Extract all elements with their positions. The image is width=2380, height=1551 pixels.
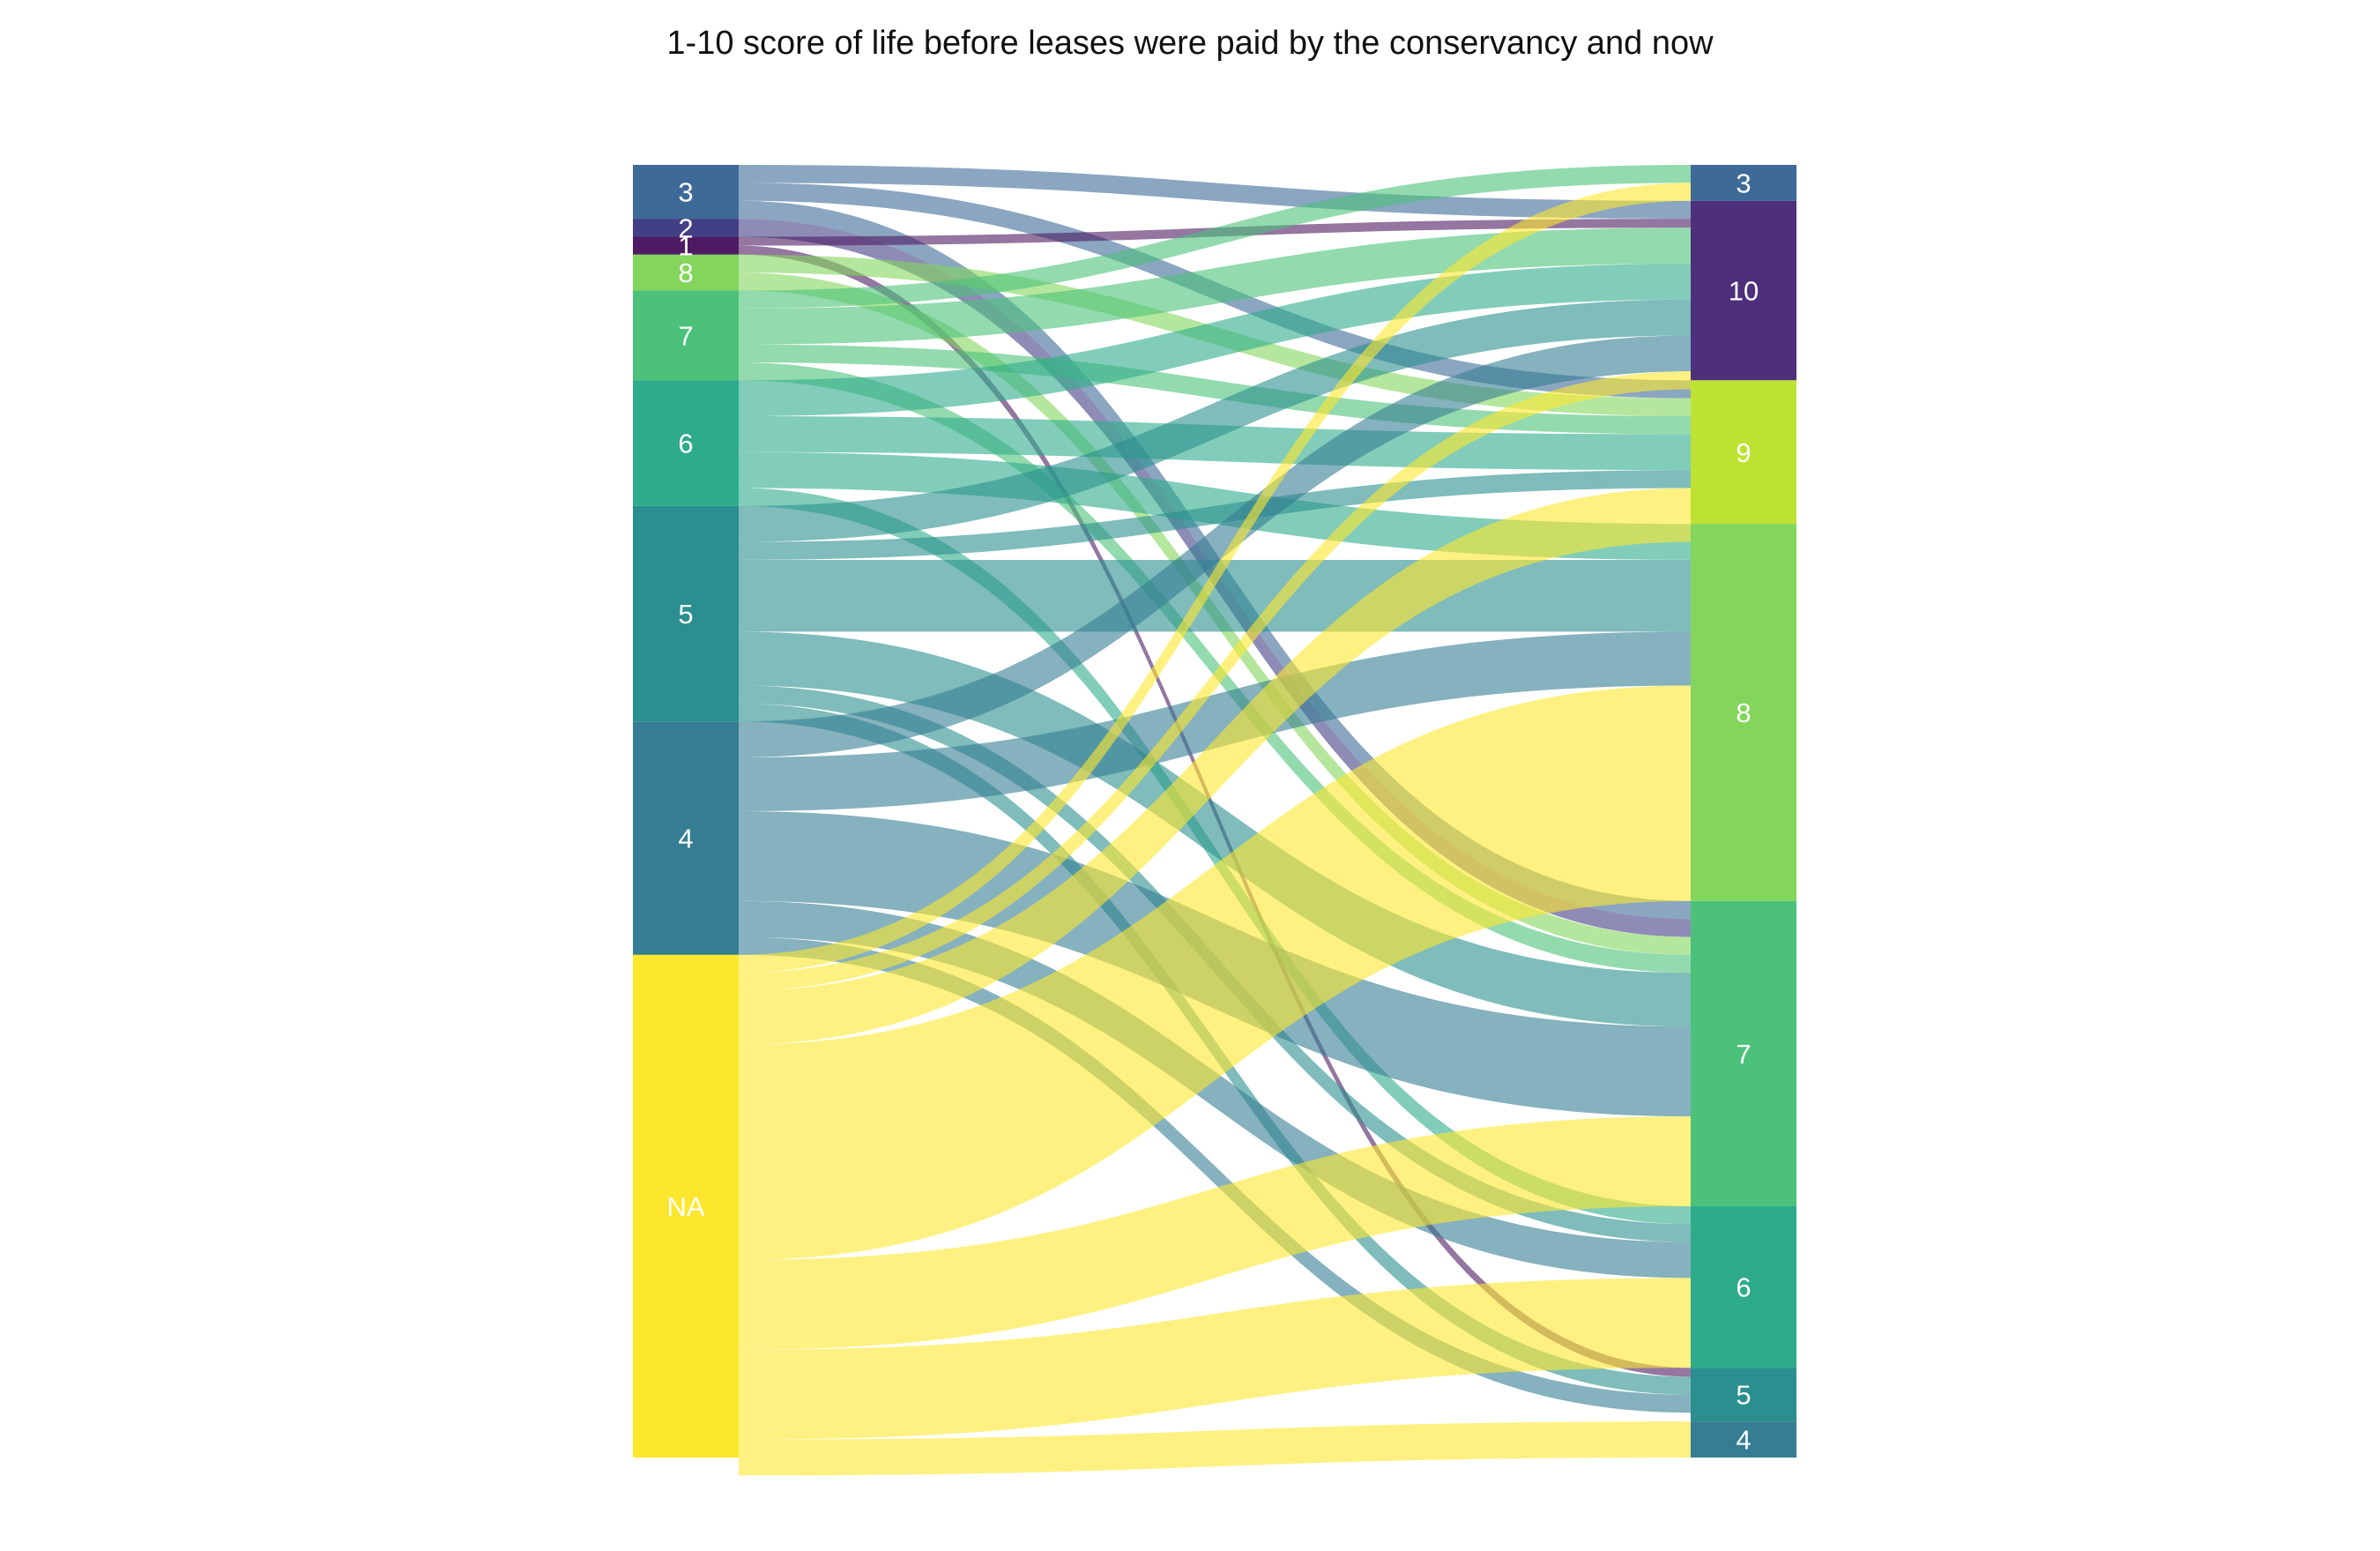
right-node-9[interactable] bbox=[1691, 380, 1796, 525]
sankey-link-4-to-10[interactable] bbox=[739, 335, 1691, 757]
sankey-links bbox=[739, 165, 1691, 1476]
left-node-label-3: 3 bbox=[678, 177, 693, 208]
left-node-label-4: 4 bbox=[678, 824, 693, 854]
left-node-label-1: 1 bbox=[678, 231, 693, 262]
right-node-label-4: 4 bbox=[1736, 1425, 1751, 1456]
sankey-link-6-to-9[interactable] bbox=[739, 416, 1691, 471]
left-node-2[interactable] bbox=[633, 219, 739, 237]
left-node-label-2: 2 bbox=[678, 213, 693, 243]
sankey-link-na-to-3[interactable] bbox=[739, 183, 1691, 973]
right-node-label-10: 10 bbox=[1729, 276, 1759, 307]
left-node-label-8: 8 bbox=[678, 257, 693, 288]
right-node-5[interactable] bbox=[1691, 1368, 1796, 1422]
sankey-nodes bbox=[633, 165, 1796, 1458]
right-node-6[interactable] bbox=[1691, 1205, 1796, 1368]
chart-title: 1-10 score of life before leases were pa… bbox=[666, 25, 1714, 62]
right-node-4[interactable] bbox=[1691, 1421, 1796, 1458]
sankey-link-6-to-8[interactable] bbox=[739, 451, 1691, 560]
sankey-link-na-to-7[interactable] bbox=[739, 1116, 1691, 1350]
left-node-na[interactable] bbox=[633, 954, 739, 1458]
left-node-4[interactable] bbox=[633, 721, 739, 955]
right-node-8[interactable] bbox=[1691, 524, 1796, 901]
left-node-3[interactable] bbox=[633, 165, 739, 220]
left-node-5[interactable] bbox=[633, 505, 739, 722]
sankey-link-4-to-8[interactable] bbox=[739, 631, 1691, 811]
sankey-link-na-to-6[interactable] bbox=[739, 1278, 1691, 1440]
right-node-10[interactable] bbox=[1691, 200, 1796, 381]
sankey-link-4-to-5[interactable] bbox=[739, 936, 1691, 1413]
right-node-label-9: 9 bbox=[1736, 437, 1751, 468]
sankey-link-7-to-10[interactable] bbox=[739, 227, 1691, 345]
sankey-link-na-to-10[interactable] bbox=[739, 371, 1691, 991]
right-node-label-7: 7 bbox=[1736, 1039, 1751, 1070]
sankey-link-na-to-4[interactable] bbox=[739, 1421, 1691, 1476]
right-node-3[interactable] bbox=[1691, 165, 1796, 201]
left-node-label-7: 7 bbox=[678, 320, 693, 351]
right-node-label-3: 3 bbox=[1736, 168, 1751, 198]
right-node-label-6: 6 bbox=[1736, 1272, 1751, 1303]
left-node-1[interactable] bbox=[633, 236, 739, 255]
sankey-link-5-to-9[interactable] bbox=[739, 470, 1691, 560]
right-node-label-8: 8 bbox=[1736, 697, 1751, 728]
sankey-link-7-to-3[interactable] bbox=[739, 165, 1691, 309]
left-node-8[interactable] bbox=[633, 254, 739, 291]
left-node-7[interactable] bbox=[633, 290, 739, 381]
right-node-label-5: 5 bbox=[1736, 1380, 1751, 1411]
sankey-link-na-to-8[interactable] bbox=[739, 685, 1691, 1261]
sankey-link-5-to-10[interactable] bbox=[739, 299, 1691, 542]
sankey-link-4-to-6[interactable] bbox=[739, 900, 1691, 1279]
sankey-link-na-to-9[interactable] bbox=[739, 488, 1691, 1045]
sankey-link-3-to-10[interactable] bbox=[739, 165, 1691, 220]
left-node-label-5: 5 bbox=[678, 599, 693, 630]
right-node-7[interactable] bbox=[1691, 900, 1796, 1206]
left-node-label-6: 6 bbox=[678, 429, 693, 459]
left-node-6[interactable] bbox=[633, 380, 739, 506]
left-node-label-na: NA bbox=[666, 1191, 704, 1222]
sankey-link-6-to-10[interactable] bbox=[739, 263, 1691, 417]
sankey-link-5-to-7[interactable] bbox=[739, 631, 1691, 1027]
sankey-link-7-to-7[interactable] bbox=[739, 362, 1691, 973]
